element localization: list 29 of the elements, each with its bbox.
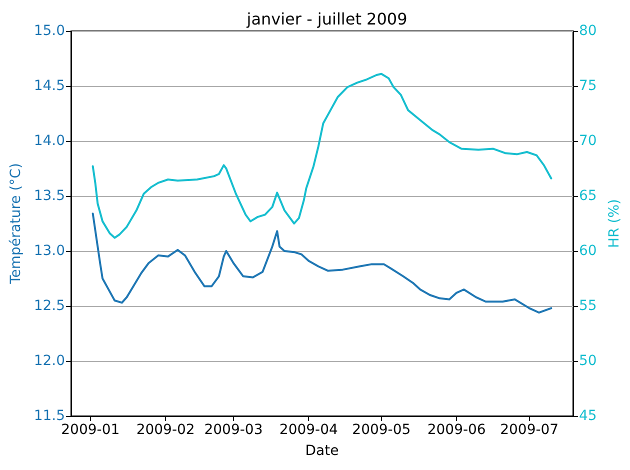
- y2-tick-label: 60: [579, 243, 597, 259]
- y-tick-label: 12.5: [34, 298, 65, 314]
- y2-tick-label: 50: [579, 353, 597, 369]
- y2-tick-label: 70: [579, 133, 597, 149]
- x-tick-label: 2009-04: [279, 422, 338, 438]
- y-tick-label: 14.5: [34, 78, 65, 94]
- x-axis-title: Date: [305, 443, 339, 459]
- chart-title: janvier - juillet 2009: [246, 10, 408, 28]
- y-axis-title: Température (°C): [8, 163, 24, 285]
- x-tick-label: 2009-06: [427, 422, 486, 438]
- y2-tick-label: 55: [579, 298, 597, 314]
- y-tick-label: 11.5: [34, 408, 65, 424]
- y2-tick-label: 65: [579, 188, 597, 204]
- line-series: [92, 212, 552, 314]
- y-tick-label: 15.0: [34, 23, 65, 39]
- y-tick-label: 13.0: [34, 243, 65, 259]
- y-tick-label: 12.0: [34, 353, 65, 369]
- x-tick-label: 2009-07: [500, 422, 559, 438]
- x-tick-label: 2009-03: [204, 422, 263, 438]
- y-tick-label: 13.5: [34, 188, 65, 204]
- y2-tick-label: 75: [579, 78, 597, 94]
- x-tick-label: 2009-02: [136, 422, 195, 438]
- x-tick-label: 2009-05: [352, 422, 411, 438]
- y2-axis-title: HR (%): [606, 199, 623, 248]
- line-series: [92, 72, 552, 239]
- y2-tick-label: 45: [579, 408, 597, 424]
- y2-tick-label: 80: [579, 23, 597, 39]
- x-tick-label: 2009-01: [61, 422, 120, 438]
- y-tick-label: 14.0: [34, 133, 65, 149]
